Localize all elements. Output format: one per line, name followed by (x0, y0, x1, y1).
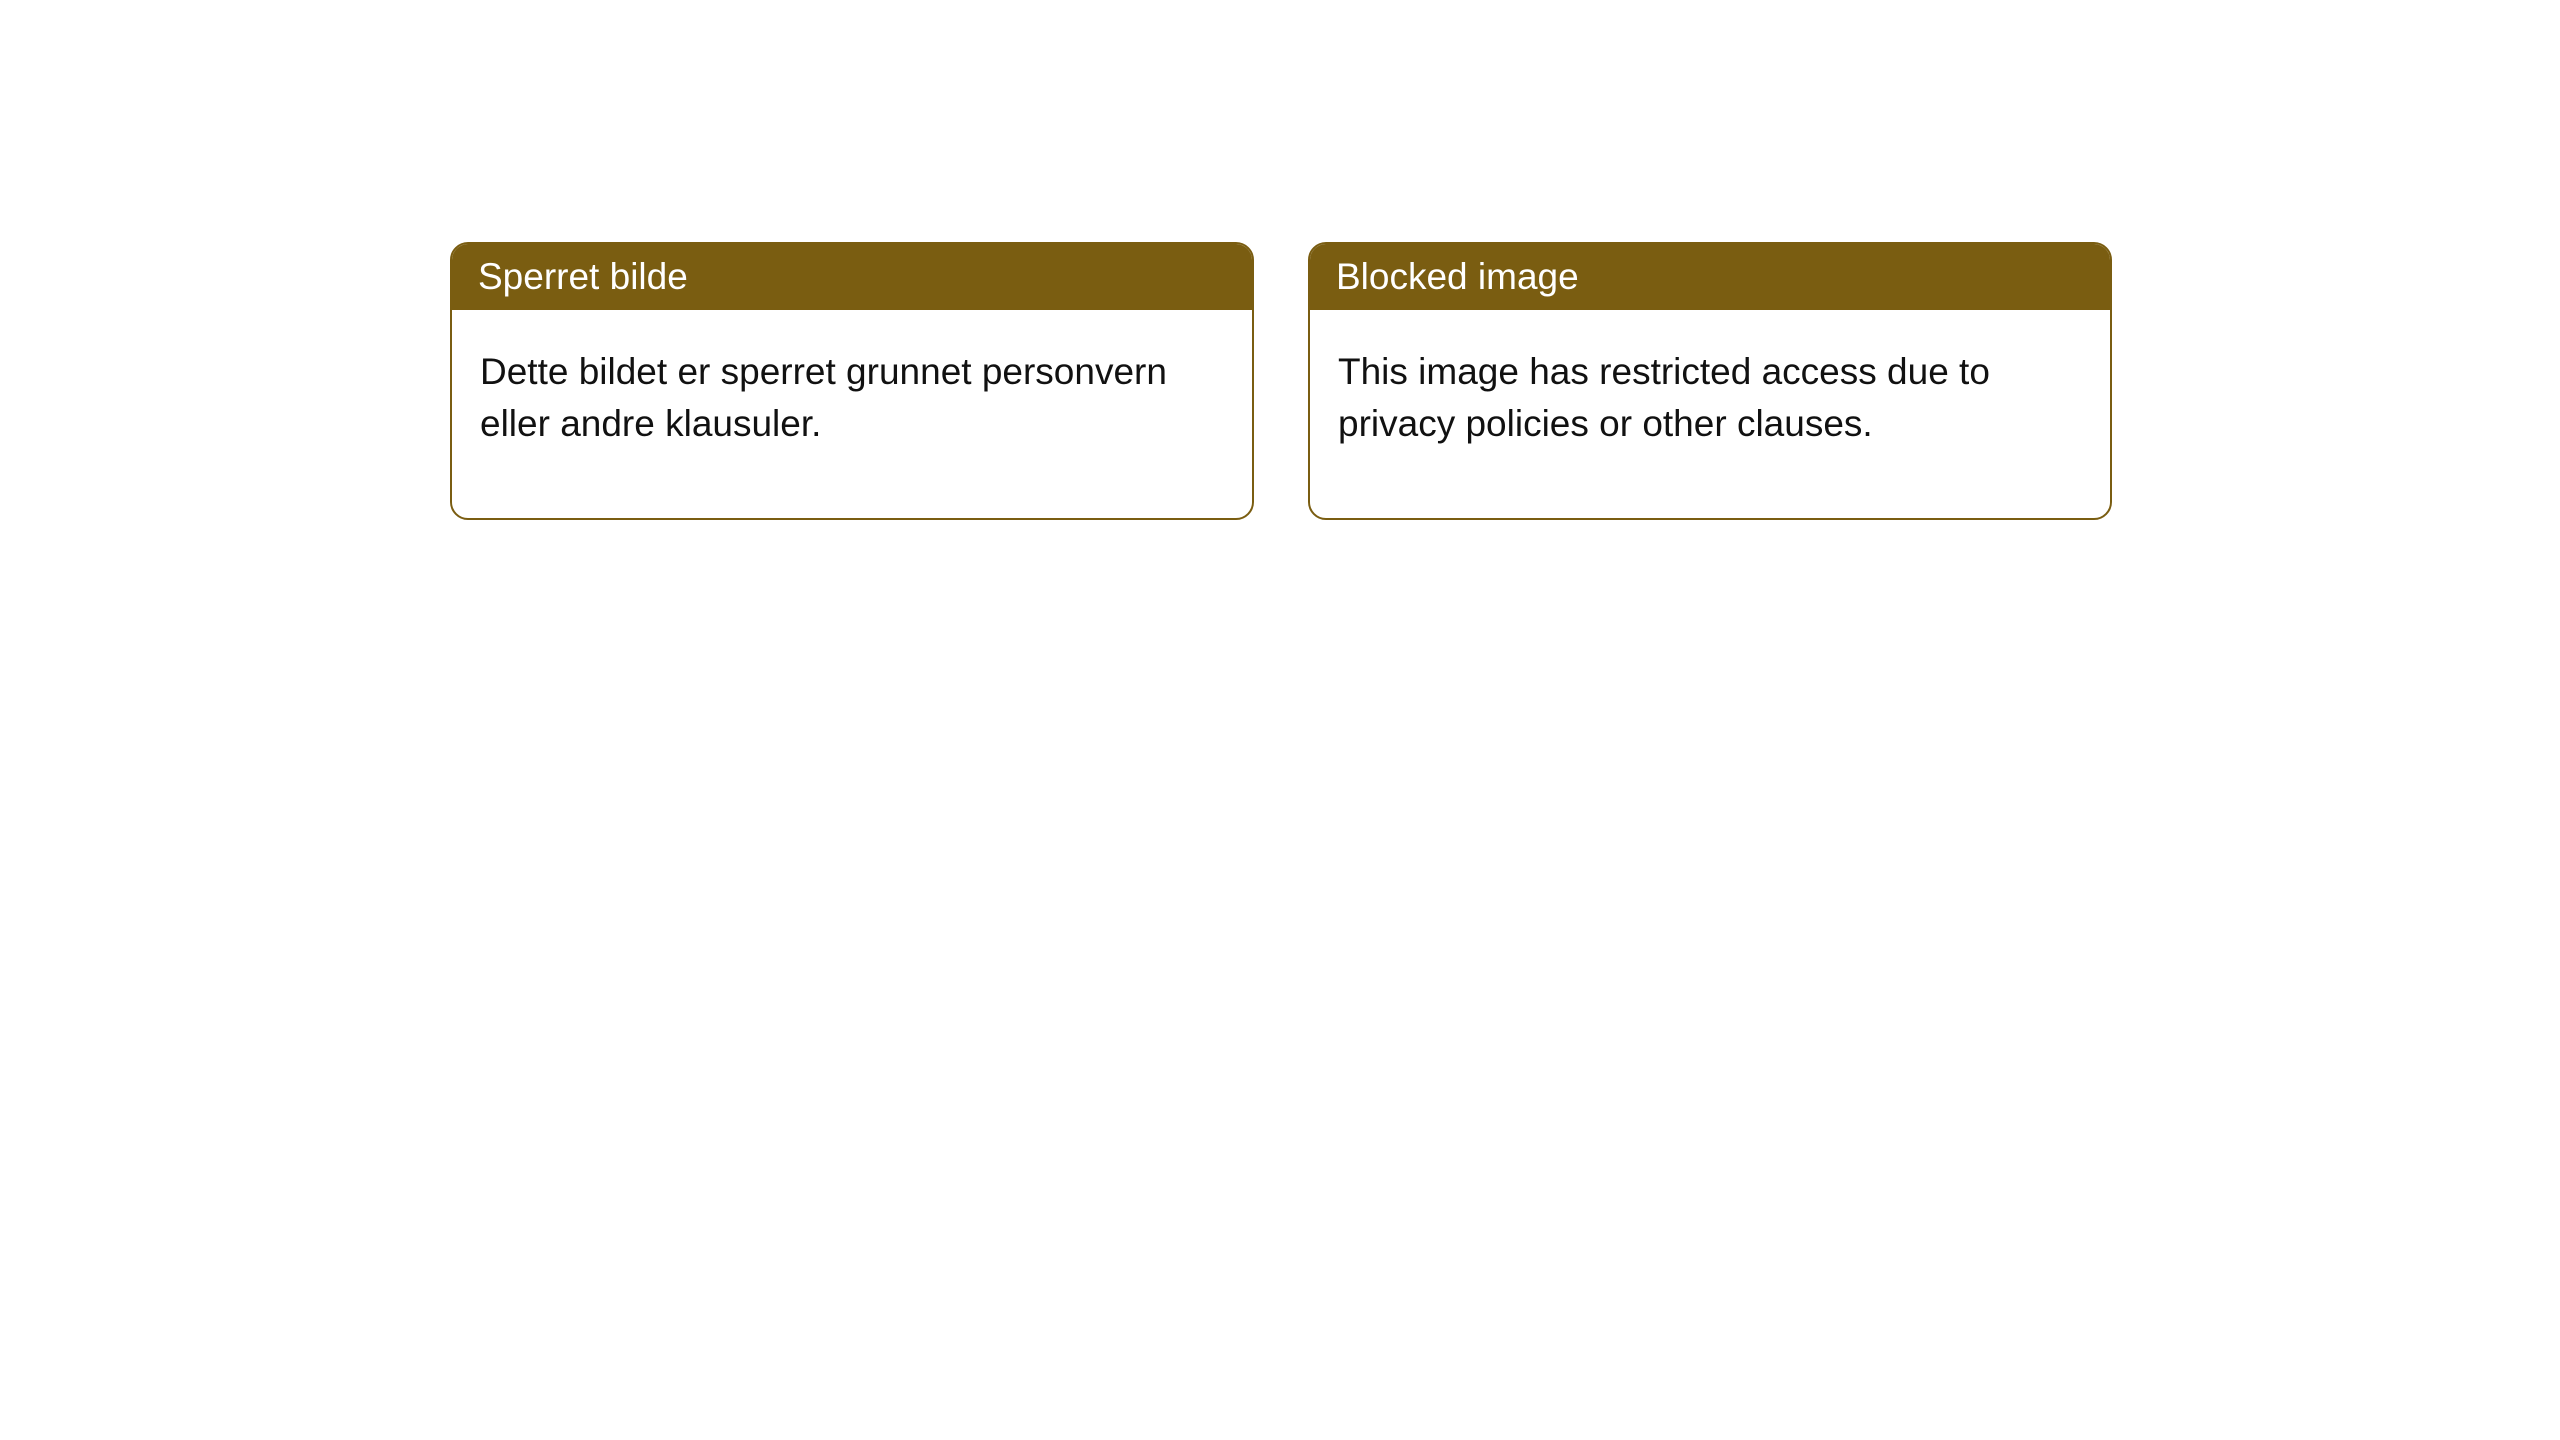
notice-body: Dette bildet er sperret grunnet personve… (452, 310, 1252, 518)
notice-box-norwegian: Sperret bilde Dette bildet er sperret gr… (450, 242, 1254, 520)
notice-container: Sperret bilde Dette bildet er sperret gr… (0, 0, 2560, 520)
notice-message: This image has restricted access due to … (1338, 351, 1990, 444)
notice-message: Dette bildet er sperret grunnet personve… (480, 351, 1167, 444)
notice-body: This image has restricted access due to … (1310, 310, 2110, 518)
notice-header: Blocked image (1310, 244, 2110, 310)
notice-title: Blocked image (1336, 256, 1579, 297)
notice-header: Sperret bilde (452, 244, 1252, 310)
notice-box-english: Blocked image This image has restricted … (1308, 242, 2112, 520)
notice-title: Sperret bilde (478, 256, 688, 297)
